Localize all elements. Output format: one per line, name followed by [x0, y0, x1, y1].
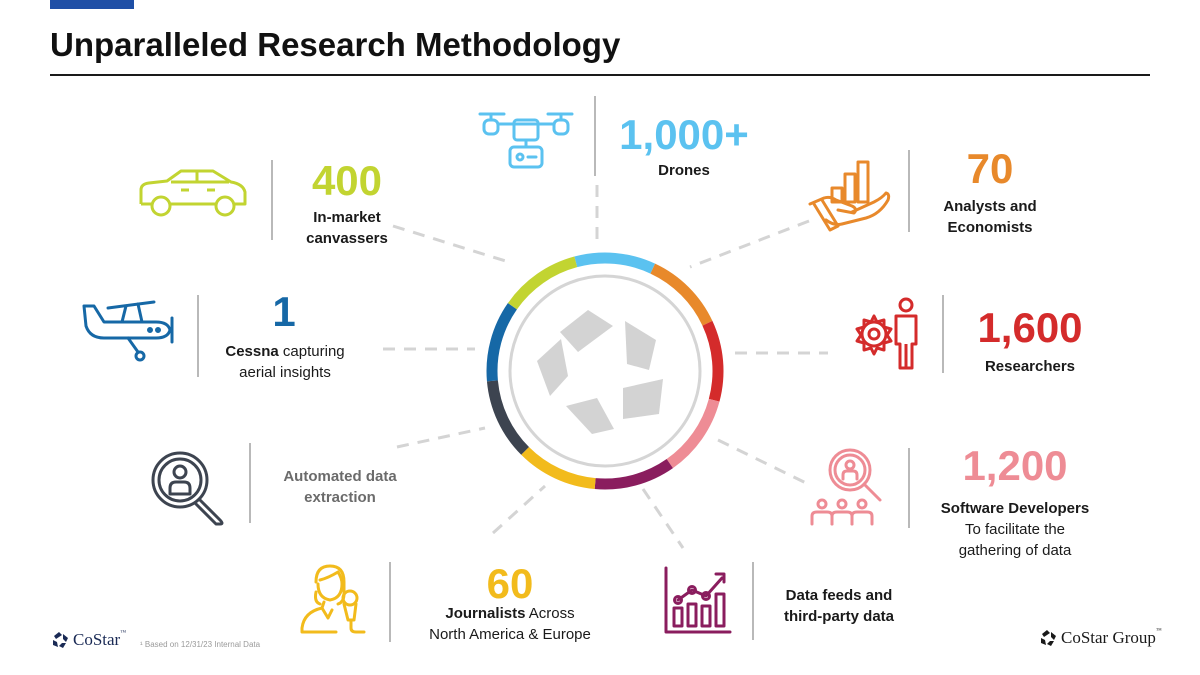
analysts-label-line2: Economists: [947, 219, 1033, 236]
drones-divider: [594, 96, 596, 176]
ring-segment: [486, 303, 518, 382]
canvassers-divider: [271, 160, 273, 240]
ring-segment: [574, 252, 656, 274]
cessna-divider: [197, 295, 199, 377]
ring-segment: [521, 446, 596, 490]
analysts-divider: [908, 150, 910, 232]
canvassers-label-line2: canvassers: [306, 230, 388, 247]
researchers-divider: [942, 295, 944, 373]
developers-number: 1,200: [962, 442, 1068, 489]
costar-group-logo-icon: [1041, 630, 1056, 646]
costar-star-logo-icon: [537, 310, 663, 434]
researchers-number: 1,600: [977, 304, 1083, 351]
inner-ring: [508, 274, 702, 468]
ring-segment: [666, 398, 720, 469]
canvassers-number: 400: [311, 157, 383, 204]
cessna-label-rest: capturing: [278, 343, 345, 360]
journalists-label-line1: Journalists Across: [400, 603, 620, 624]
dashed-connectors: [383, 185, 828, 549]
analysts-number: 70: [966, 145, 1014, 192]
page-title: Unparalleled Research Methodology: [50, 26, 621, 63]
car-icon: [139, 169, 247, 217]
person-gear-icon: [855, 297, 918, 370]
drones-number: 1,000+: [619, 111, 749, 158]
cessna-label-bold: Cessna: [225, 343, 279, 360]
costar-group-logo-word: CoStar Group: [1061, 628, 1156, 647]
researchers-label: Researchers: [984, 358, 1076, 375]
datafeeds-divider: [752, 562, 754, 640]
costar-group-logo-text: CoStar Group™: [1061, 628, 1162, 648]
drones-label: Drones: [658, 162, 710, 179]
journalists-divider: [389, 562, 391, 642]
ring-segment: [594, 458, 673, 490]
costar-logo-text: CoStar™: [73, 630, 126, 650]
airplane-icon: [82, 300, 174, 362]
automated-divider: [249, 443, 251, 523]
drone-icon: [478, 112, 574, 169]
journalist-icon: [300, 564, 366, 634]
title-rule: [50, 74, 1150, 76]
ring-segment: [702, 320, 724, 402]
bar-chart-icon: [664, 566, 732, 634]
color-ring: [486, 252, 724, 490]
developers-label-line3: gathering of data: [958, 542, 1072, 559]
cessna-label-line1: Cessna capturing: [200, 341, 370, 362]
footnote: ¹ Based on 12/31/23 Internal Data: [140, 640, 261, 649]
developers-divider: [908, 448, 910, 528]
ring-segment: [507, 256, 578, 310]
automated-label-line2: extraction: [304, 489, 376, 506]
developers-label-line2: To facilitate the: [964, 521, 1066, 538]
costar-logo-icon: [53, 632, 68, 648]
journalists-number: 60: [486, 560, 534, 607]
canvassers-label-line1: In-market: [313, 209, 381, 226]
datafeeds-label-line2: third-party data: [783, 608, 894, 625]
journalists-label-bold: Journalists: [445, 605, 526, 622]
analysts-label-line1: Analysts and: [943, 198, 1037, 215]
costar-group-logo-tm: ™: [1155, 628, 1162, 634]
datafeeds-label-line1: Data feeds and: [785, 587, 893, 604]
hand-chart-icon: [808, 160, 891, 232]
automated-label-line1: Automated data: [283, 468, 397, 485]
cessna-label-line2: aerial insights: [239, 364, 331, 381]
developers-label-line1: Software Developers: [940, 500, 1090, 517]
costar-logo-tm: ™: [120, 630, 127, 636]
ring-segment: [650, 263, 713, 326]
top-accent-bar: [50, 0, 134, 9]
ring-segment: [486, 380, 530, 455]
magnifier-person-icon: [151, 451, 224, 526]
costar-logo-word: CoStar: [73, 630, 121, 649]
team-search-icon: [810, 448, 882, 526]
journalists-label-rest: Across: [525, 605, 575, 622]
cessna-number: 1: [272, 288, 296, 335]
journalists-label-line2: North America & Europe: [429, 626, 591, 643]
